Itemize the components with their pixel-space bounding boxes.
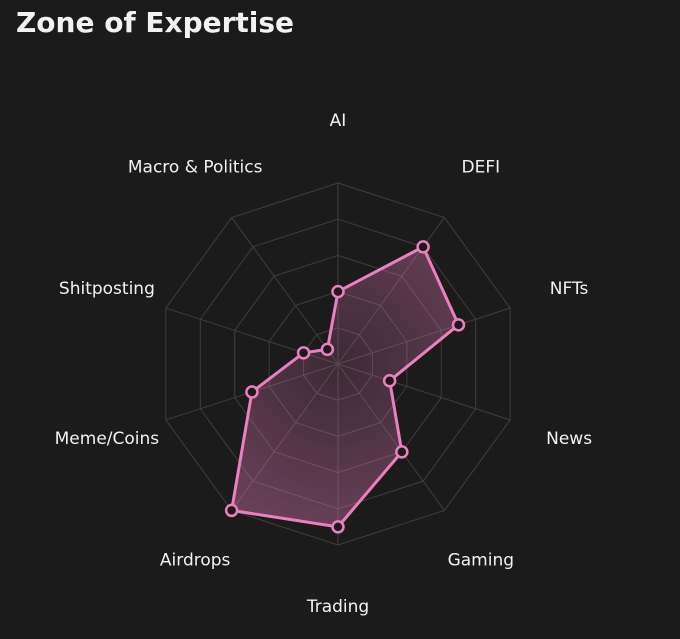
data-point: [320, 342, 335, 357]
category-label: Gaming: [448, 551, 514, 571]
category-label: DEFI: [462, 157, 501, 177]
data-point: [331, 284, 345, 299]
category-label: Meme/Coins: [55, 429, 160, 449]
data-point: [395, 445, 409, 459]
radar-area: [230, 245, 460, 529]
data-point: [416, 240, 430, 254]
category-label: Shitposting: [59, 279, 155, 299]
data-point: [451, 318, 466, 332]
data-point: [245, 385, 259, 399]
chart-title: Zone of Expertise: [16, 6, 294, 39]
category-label: Airdrops: [160, 551, 231, 571]
grid-spoke: [231, 217, 339, 365]
data-point: [382, 374, 397, 388]
category-label: Trading: [306, 597, 369, 617]
category-label: AI: [330, 111, 347, 131]
data-point: [296, 346, 311, 360]
data-point: [331, 520, 345, 534]
category-label: Macro & Politics: [128, 157, 263, 177]
data-point: [224, 503, 239, 518]
category-label: News: [546, 429, 592, 449]
category-label: NFTs: [550, 279, 589, 299]
